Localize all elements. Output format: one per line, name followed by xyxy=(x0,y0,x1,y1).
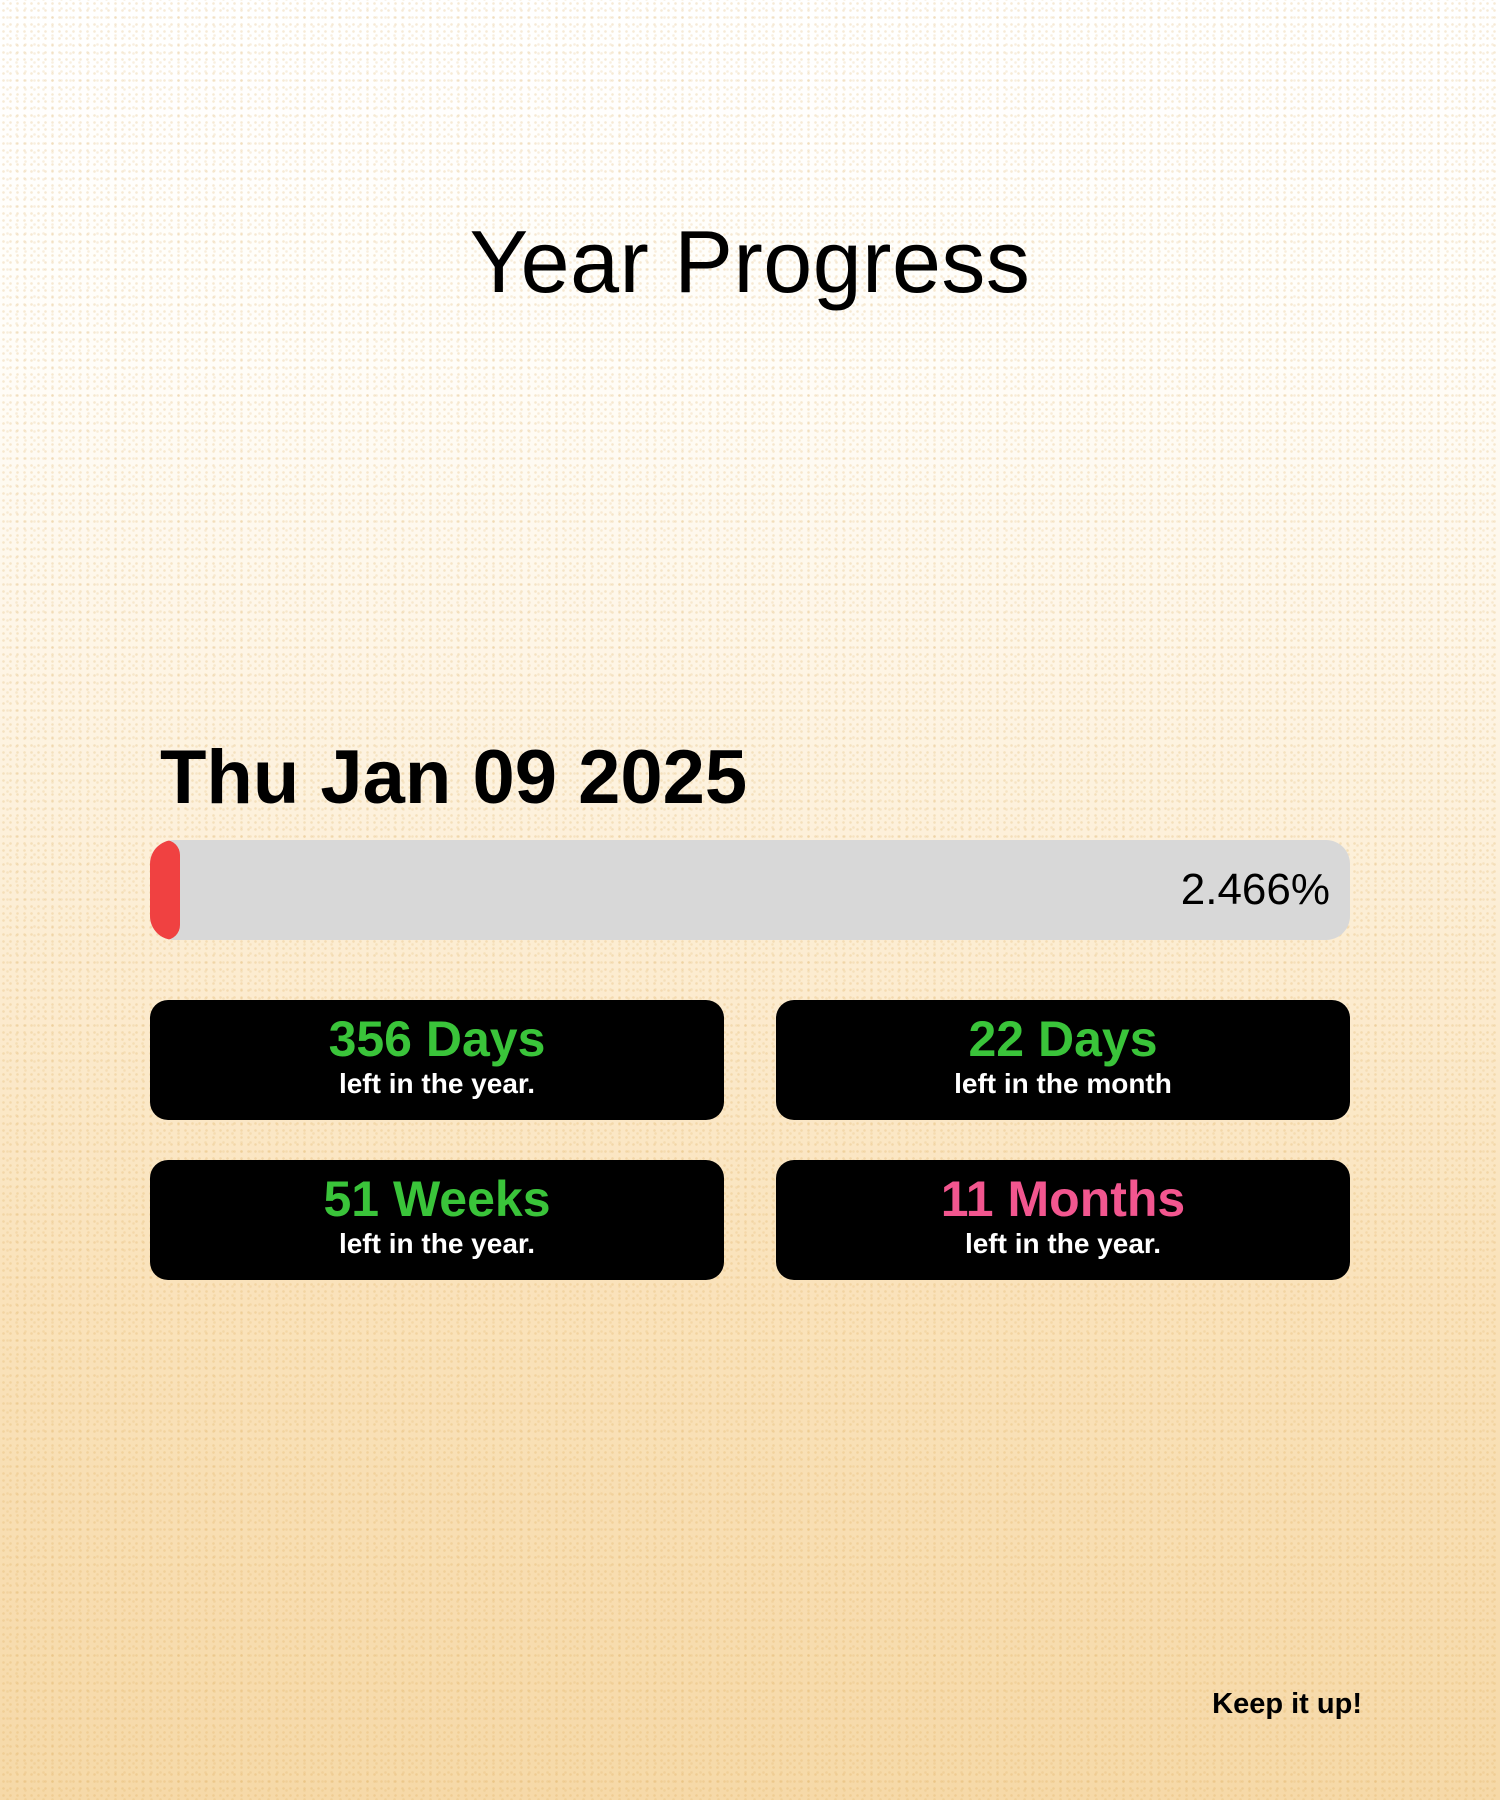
current-date: Thu Jan 09 2025 xyxy=(160,735,748,820)
stat-card-months-left-year: 11 Months left in the year. xyxy=(776,1160,1350,1280)
page-title: Year Progress xyxy=(469,212,1031,311)
stat-value: 11 Months xyxy=(940,1171,1186,1227)
stat-card-days-left-year: 356 Days left in the year. xyxy=(150,1000,724,1120)
stat-caption: left in the year. xyxy=(338,1228,536,1259)
progress-percent-label: 2.466% xyxy=(1180,865,1330,914)
stat-card-days-left-month: 22 Days left in the month xyxy=(776,1000,1350,1120)
stat-caption: left in the month xyxy=(954,1068,1172,1099)
stat-caption: left in the year. xyxy=(338,1068,536,1099)
stat-value: 356 Days xyxy=(328,1011,546,1067)
stat-value: 51 Weeks xyxy=(323,1171,551,1227)
stat-caption: left in the year. xyxy=(964,1228,1162,1259)
year-progress-bar: 2.466% xyxy=(150,840,1350,940)
year-progress-fill xyxy=(150,840,180,940)
stat-card-weeks-left-year: 51 Weeks left in the year. xyxy=(150,1160,724,1280)
stat-value: 22 Days xyxy=(968,1011,1158,1067)
footer-message: Keep it up! xyxy=(1212,1688,1362,1720)
